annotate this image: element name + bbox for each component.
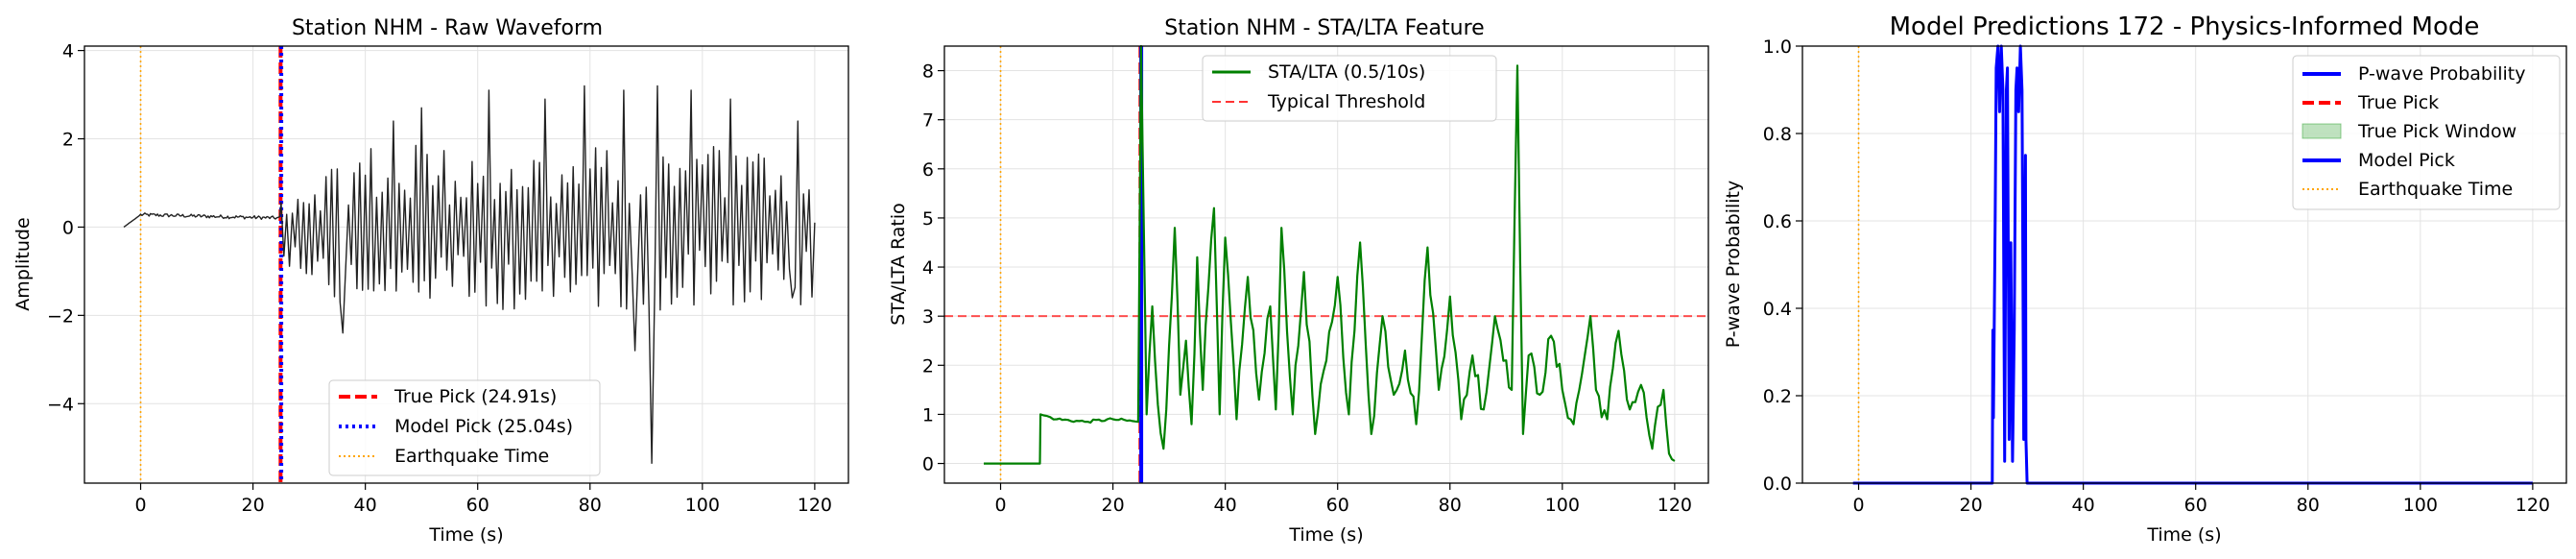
y-tick-label: 0.2 xyxy=(1763,386,1792,407)
y-ticks: 0 1 2 3 4 5 6 7 8 xyxy=(922,61,944,475)
legend-box xyxy=(2292,55,2561,210)
y-tick-label: 6 xyxy=(922,159,934,181)
x-ticks: 0 20 40 60 80 100 120 xyxy=(1852,483,2550,516)
y-tick-label: 4 xyxy=(922,257,934,279)
y-tick-label: −2 xyxy=(47,305,74,327)
legend-swatch-true-pick-window xyxy=(2302,123,2342,139)
plot-frame xyxy=(943,45,1709,484)
y-tick-label: −4 xyxy=(47,394,74,415)
legend-label-true-pick: True Pick xyxy=(2357,92,2439,113)
x-tick-label: 80 xyxy=(1439,495,1462,516)
legend-label-model-pick: Model Pick xyxy=(2358,150,2455,171)
legend-label-model-pick: Model Pick (25.04s) xyxy=(394,416,573,437)
y-ticks: −4 −2 0 2 4 xyxy=(47,41,84,415)
x-tick-label: 0 xyxy=(994,495,1006,516)
panel-raw-waveform: Station NHM - Raw Waveform 0 20 40 60 80 100 1… xyxy=(12,16,849,546)
y-tick-label: 0.8 xyxy=(1763,124,1792,145)
x-tick-label: 40 xyxy=(1214,495,1237,516)
y-tick-label: 1.0 xyxy=(1763,36,1792,58)
plot-frame xyxy=(1801,45,2567,484)
panel-model-predictions: Model Predictions 172 - Physics-Informed… xyxy=(1723,12,2567,546)
panel-title: Station NHM - STA/LTA Feature xyxy=(1164,16,1484,40)
x-tick-label: 20 xyxy=(241,495,264,516)
legend-label-p-wave: P-wave Probability xyxy=(2358,63,2526,85)
y-tick-label: 2 xyxy=(922,355,934,377)
x-tick-label: 100 xyxy=(2403,495,2438,516)
y-ticks: 0.0 0.2 0.4 0.6 0.8 1.0 xyxy=(1763,36,1802,495)
x-tick-label: 80 xyxy=(579,495,602,516)
y-tick-label: 8 xyxy=(922,61,934,83)
panel-title: Model Predictions 172 - Physics-Informed… xyxy=(1890,12,2480,41)
legend: STA/LTA (0.5/10s) Typical Threshold xyxy=(1202,55,1497,122)
series-layer xyxy=(984,44,1676,465)
y-axis-label: P-wave Probability xyxy=(1723,181,1744,349)
y-tick-label: 1 xyxy=(922,404,934,425)
x-tick-label: 120 xyxy=(798,495,832,516)
legend-label-earthquake-time: Earthquake Time xyxy=(394,446,549,467)
x-tick-label: 20 xyxy=(1101,495,1124,516)
y-tick-label: 3 xyxy=(922,306,934,328)
plot-frame xyxy=(83,45,849,484)
y-axis-label: Amplitude xyxy=(12,217,34,310)
y-tick-label: 5 xyxy=(922,208,934,230)
x-tick-label: 40 xyxy=(354,495,377,516)
legend-label-true-pick-window: True Pick Window xyxy=(2357,121,2516,142)
y-tick-label: 2 xyxy=(62,130,74,151)
x-tick-label: 40 xyxy=(2072,495,2095,516)
y-tick-label: 7 xyxy=(922,110,934,132)
series-line xyxy=(1852,44,2533,485)
x-tick-label: 120 xyxy=(2516,495,2550,516)
legend: True Pick (24.91s) Model Pick (25.04s) E… xyxy=(328,379,601,476)
y-tick-label: 4 xyxy=(62,41,74,62)
x-ticks: 0 20 40 60 80 100 120 xyxy=(994,483,1692,516)
x-tick-label: 80 xyxy=(2297,495,2320,516)
panel-sta-lta: Station NHM - STA/LTA Feature 0 20 40 60 80 1… xyxy=(888,16,1709,546)
y-tick-label: 0 xyxy=(922,454,934,475)
x-tick-label: 0 xyxy=(1852,495,1864,516)
x-tick-label: 100 xyxy=(1545,495,1580,516)
x-tick-label: 20 xyxy=(1959,495,1982,516)
x-tick-label: 60 xyxy=(2184,495,2207,516)
x-tick-label: 120 xyxy=(1658,495,1692,516)
x-axis-label: Time (s) xyxy=(2146,524,2221,546)
legend-label-threshold: Typical Threshold xyxy=(1267,91,1425,112)
y-tick-label: 0 xyxy=(62,217,74,238)
legend-box xyxy=(328,379,601,476)
legend-label-sta-lta: STA/LTA (0.5/10s) xyxy=(1268,61,1425,83)
y-axis-label: STA/LTA Ratio xyxy=(888,203,909,326)
x-tick-label: 0 xyxy=(134,495,146,516)
y-tick-label: 0.6 xyxy=(1763,211,1792,232)
x-tick-label: 60 xyxy=(1326,495,1349,516)
series-layer xyxy=(123,85,816,464)
x-axis-label: Time (s) xyxy=(428,524,503,546)
legend: P-wave Probability True Pick True Pick W… xyxy=(2292,55,2561,210)
legend-label-true-pick: True Pick (24.91s) xyxy=(394,386,557,407)
y-tick-label: 0.0 xyxy=(1763,474,1792,495)
x-ticks: 0 20 40 60 80 100 120 xyxy=(134,483,832,516)
x-tick-label: 60 xyxy=(466,495,489,516)
y-tick-label: 0.4 xyxy=(1763,299,1792,320)
overlay-markers xyxy=(139,46,284,483)
x-axis-label: Time (s) xyxy=(1288,524,1363,546)
panel-title: Station NHM - Raw Waveform xyxy=(292,16,603,40)
series-layer xyxy=(1852,44,2533,485)
x-tick-label: 100 xyxy=(685,495,720,516)
series-line xyxy=(984,44,1676,465)
series-line xyxy=(123,85,816,464)
legend-box xyxy=(1202,55,1497,122)
legend-label-earthquake-time: Earthquake Time xyxy=(2358,179,2513,200)
